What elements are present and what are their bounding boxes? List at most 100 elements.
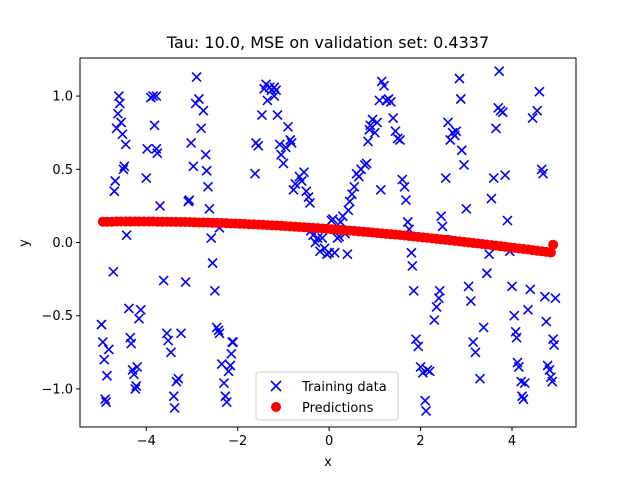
training-data-point xyxy=(550,293,561,304)
training-data-point xyxy=(406,247,417,258)
training-data-point xyxy=(214,328,225,339)
legend-label-predictions: Predictions xyxy=(302,401,374,416)
chart-title: Tau: 10.0, MSE on validation set: 0.4337 xyxy=(166,33,489,52)
training-data-point xyxy=(488,173,499,184)
training-data-point xyxy=(169,402,180,414)
legend-box xyxy=(255,371,399,421)
training-data-point xyxy=(168,391,179,402)
training-data-point xyxy=(130,383,141,394)
training-data-point xyxy=(390,126,401,137)
x-tick-label: 2 xyxy=(416,434,424,449)
training-data-point xyxy=(163,335,174,346)
training-data-point xyxy=(152,148,163,159)
training-data-point xyxy=(141,173,152,184)
training-data-point xyxy=(424,366,435,377)
training-data-point xyxy=(228,337,239,348)
training-data-point xyxy=(201,165,212,176)
training-data-point xyxy=(388,112,399,124)
training-data-point xyxy=(288,184,299,195)
training-data-point xyxy=(108,266,119,277)
training-data-point xyxy=(191,71,202,83)
training-data-point xyxy=(118,164,129,175)
training-data-point xyxy=(486,193,497,204)
training-data-point xyxy=(344,196,355,207)
training-data-point xyxy=(361,158,372,169)
training-data-point xyxy=(478,322,489,333)
training-data-point xyxy=(317,233,328,244)
training-data-point xyxy=(509,310,520,321)
training-data-point xyxy=(151,91,162,102)
training-data-point xyxy=(200,149,211,160)
training-data-point xyxy=(109,186,120,197)
training-data-point xyxy=(365,120,376,131)
training-data-point xyxy=(385,96,396,107)
training-data-point xyxy=(349,181,360,192)
training-data-point xyxy=(131,380,142,392)
training-data-point xyxy=(369,127,380,138)
legend-marker-training-data xyxy=(270,380,282,392)
training-data-point xyxy=(346,189,358,200)
training-data-point xyxy=(226,348,237,359)
training-data-point xyxy=(193,93,204,105)
training-data-point xyxy=(184,194,195,206)
y-tick-label: 0.5 xyxy=(52,163,73,178)
training-data-point xyxy=(298,167,310,178)
training-data-point xyxy=(269,82,280,93)
plot-marks xyxy=(96,66,561,416)
training-data-point xyxy=(420,405,432,416)
training-data-point xyxy=(101,370,113,381)
training-data-point xyxy=(474,373,486,384)
training-data-point xyxy=(513,361,524,373)
training-data-point xyxy=(175,328,187,339)
training-data-point xyxy=(400,194,412,206)
training-data-point xyxy=(142,143,153,154)
training-data-point xyxy=(397,174,408,185)
training-data-point xyxy=(539,291,550,302)
training-data-point xyxy=(116,117,127,128)
training-data-point xyxy=(225,360,236,371)
training-data-point xyxy=(465,296,476,307)
training-data-point xyxy=(301,186,312,197)
training-data-point xyxy=(304,197,316,209)
training-data-point xyxy=(278,158,289,169)
training-data-point xyxy=(399,181,410,192)
training-data-point xyxy=(99,354,110,365)
training-data-point xyxy=(180,276,191,288)
x-tick-label: −2 xyxy=(228,434,247,449)
training-data-point xyxy=(296,175,307,187)
legend-label-training-data: Training data xyxy=(301,380,387,395)
training-data-point xyxy=(511,332,522,343)
training-data-point xyxy=(490,123,502,134)
training-data-point xyxy=(456,145,467,156)
training-data-point xyxy=(362,136,374,147)
x-axis-label: x xyxy=(324,455,332,470)
y-tick-label: 1.0 xyxy=(52,90,73,105)
training-data-point xyxy=(149,120,160,131)
training-data-point xyxy=(451,126,462,137)
training-data-point xyxy=(256,110,268,121)
training-data-point xyxy=(458,159,470,170)
training-data-point xyxy=(253,140,264,151)
training-data-point xyxy=(204,203,215,214)
training-data-point xyxy=(410,334,422,345)
training-data-point xyxy=(440,173,451,184)
training-data-point xyxy=(497,107,508,118)
training-data-point xyxy=(221,397,232,408)
training-data-point xyxy=(126,338,137,349)
legend-marker-predictions xyxy=(271,402,281,412)
y-axis-label: y xyxy=(17,239,32,247)
training-data-point xyxy=(132,361,143,373)
training-data-point xyxy=(269,91,280,102)
training-data-point xyxy=(527,112,538,124)
training-data-point xyxy=(461,203,472,214)
training-data-point xyxy=(285,134,296,146)
y-tick-label: −1.0 xyxy=(41,382,73,397)
training-data-point xyxy=(342,249,353,260)
y-tick-label: 0.0 xyxy=(52,236,73,251)
training-data-point xyxy=(128,369,140,380)
training-data-point xyxy=(165,347,177,358)
training-data-point xyxy=(312,233,323,244)
training-data-point xyxy=(202,181,214,192)
training-data-point xyxy=(250,168,261,179)
